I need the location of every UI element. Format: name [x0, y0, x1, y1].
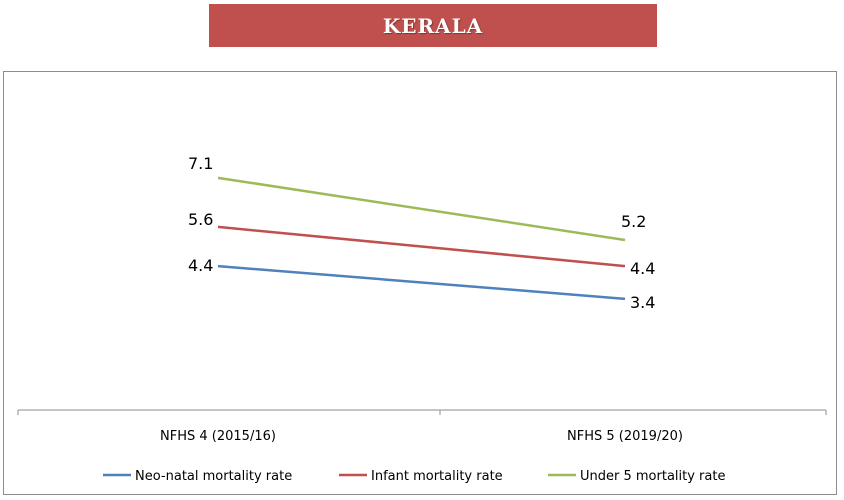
data-label: 5.2: [621, 212, 646, 231]
chart-title: KERALA: [382, 13, 484, 38]
data-label: 7.1: [188, 154, 213, 173]
chart-title-banner: KERALA: [209, 4, 657, 47]
x-tick-label: NFHS 5 (2019/20): [567, 429, 683, 444]
series-line: [217, 264, 626, 301]
data-label: 3.4: [630, 293, 655, 312]
legend-label: Under 5 mortality rate: [580, 469, 725, 484]
legend-label: Infant mortality rate: [371, 469, 503, 484]
data-label: 5.6: [188, 210, 213, 229]
data-label: 4.4: [630, 259, 655, 278]
series-line: [217, 225, 626, 268]
series-line: [217, 176, 626, 242]
data-label: 4.4: [188, 256, 213, 275]
legend-label: Neo-natal mortality rate: [135, 469, 292, 484]
x-tick-label: NFHS 4 (2015/16): [160, 429, 276, 444]
